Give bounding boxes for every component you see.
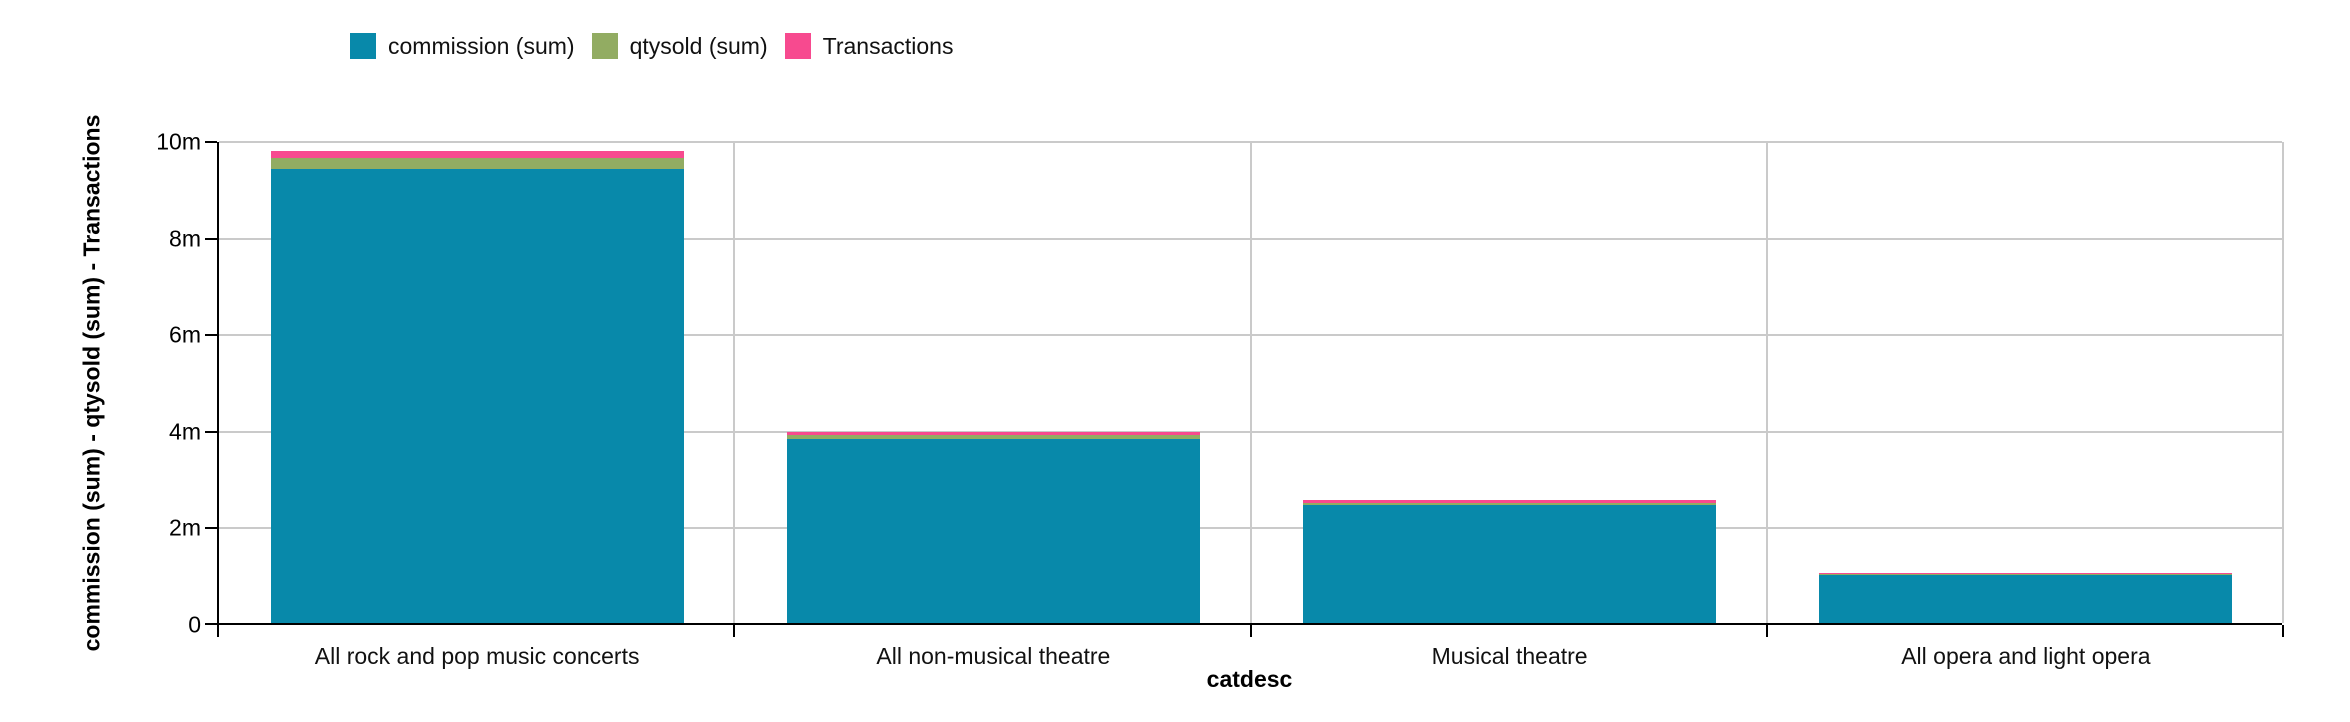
x-axis-tick <box>733 625 736 637</box>
gridline-vertical <box>2282 142 2284 623</box>
x-axis-tick <box>2282 625 2284 637</box>
bar-stack <box>1303 500 1717 623</box>
legend-item[interactable]: Transactions <box>784 33 954 59</box>
plot-area: 0 2m 4m 6m 8m 10m All rock and pop music conce… <box>156 129 2284 669</box>
y-axis-tick <box>205 141 217 143</box>
x-axis-title: catdesc <box>1206 666 1293 692</box>
legend-label: qtysold (sum) <box>629 33 768 59</box>
x-axis-tick <box>1249 625 1252 637</box>
category-label: All rock and pop music concerts <box>314 643 640 669</box>
bar-segment <box>1303 505 1717 623</box>
gridline-vertical <box>1765 142 1768 623</box>
bar-segment <box>1819 572 2233 574</box>
y-tick-label: 10m <box>156 128 201 155</box>
gridline-vertical <box>1249 142 1252 623</box>
legend-label: Transactions <box>822 33 954 59</box>
bar-segment <box>270 151 684 158</box>
bar-segment <box>786 438 1200 623</box>
y-tick-label: 0 <box>188 611 201 638</box>
bar-stack <box>1819 572 2233 623</box>
y-axis-tick <box>205 623 217 625</box>
y-tick-label: 8m <box>169 225 201 252</box>
bar-stack <box>270 151 684 623</box>
legend-item[interactable]: qtysold (sum) <box>591 33 768 59</box>
legend-item[interactable]: commission (sum) <box>350 33 575 59</box>
legend-label: commission (sum) <box>388 33 575 59</box>
bar-segment <box>1819 575 2233 623</box>
chart-legend: commission (sum) qtysold (sum) Transaction… <box>350 33 953 59</box>
bar-segment <box>1303 502 1717 506</box>
bar-segment <box>786 432 1200 436</box>
category-label: All non-musical theatre <box>876 643 1111 669</box>
legend-swatch-icon <box>591 33 618 59</box>
y-axis-tick <box>205 527 217 530</box>
bar-segment <box>270 157 684 169</box>
y-tick-label: 2m <box>169 514 201 541</box>
bar-stack <box>786 432 1200 623</box>
bar-segment <box>1819 573 2233 576</box>
category-label: Musical theatre <box>1431 643 1588 669</box>
category-label: All opera and light opera <box>1901 643 2151 669</box>
bar-segment <box>1303 500 1717 503</box>
bar-segment <box>786 435 1200 439</box>
bar-segment <box>270 168 684 623</box>
x-axis-tick <box>1765 625 1768 637</box>
y-axis-title: commission (sum) - qtysold (sum) - Trans… <box>78 114 105 652</box>
y-tick-label: 4m <box>169 418 201 445</box>
legend-swatch-icon <box>350 33 376 59</box>
y-axis-tick <box>205 237 217 240</box>
gridline-vertical <box>733 142 736 623</box>
y-axis-tick <box>205 334 217 337</box>
y-axis-tick <box>205 430 217 433</box>
y-tick-label: 6m <box>169 321 201 348</box>
x-axis-tick <box>217 625 219 637</box>
legend-swatch-icon <box>784 33 811 59</box>
